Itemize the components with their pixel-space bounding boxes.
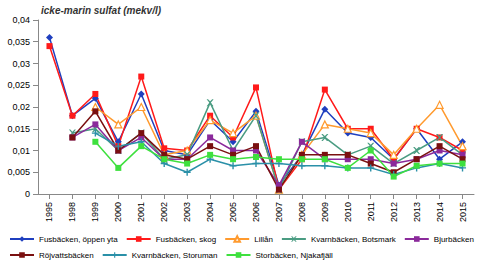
svg-text:0,04: 0,04 (12, 15, 30, 25)
svg-text:2005: 2005 (228, 202, 238, 222)
svg-text:Storbäcken, Njakafjäll: Storbäcken, Njakafjäll (256, 251, 334, 260)
svg-text:2000: 2000 (113, 202, 123, 222)
svg-text:2007: 2007 (274, 202, 284, 222)
svg-text:1995: 1995 (44, 202, 54, 222)
svg-text:2012: 2012 (389, 202, 399, 222)
svg-text:Kvarnbäcken, Botsmark: Kvarnbäcken, Botsmark (311, 235, 397, 244)
svg-text:2006: 2006 (251, 202, 261, 222)
svg-text:0,025: 0,025 (7, 80, 30, 90)
svg-text:2004: 2004 (205, 202, 215, 222)
svg-text:Bjurbäcken: Bjurbäcken (434, 235, 474, 244)
svg-text:2008: 2008 (297, 202, 307, 222)
svg-text:2001: 2001 (136, 202, 146, 222)
svg-text:icke-marin sulfat (mekv/l): icke-marin sulfat (mekv/l) (41, 5, 162, 16)
svg-text:0,02: 0,02 (12, 102, 30, 112)
svg-text:0,005: 0,005 (7, 167, 30, 177)
svg-text:2013: 2013 (412, 202, 422, 222)
svg-text:Fusbäcken, öppen yta: Fusbäcken, öppen yta (39, 235, 118, 244)
svg-text:2014: 2014 (435, 202, 445, 222)
svg-text:0,035: 0,035 (7, 37, 30, 47)
svg-text:Lillån: Lillån (254, 235, 273, 244)
svg-text:2015: 2015 (458, 202, 468, 222)
svg-text:Röjvattsbäcken: Röjvattsbäcken (39, 251, 94, 260)
svg-text:0,01: 0,01 (12, 146, 30, 156)
svg-text:Fusbäcken, skog: Fusbäcken, skog (156, 235, 216, 244)
svg-text:0,015: 0,015 (7, 124, 30, 134)
svg-text:2011: 2011 (366, 202, 376, 221)
svg-text:1999: 1999 (90, 202, 100, 222)
svg-text:0,03: 0,03 (12, 59, 30, 69)
svg-text:2002: 2002 (159, 202, 169, 222)
svg-text:1998: 1998 (67, 202, 77, 222)
svg-text:2010: 2010 (343, 202, 353, 222)
svg-text:0: 0 (25, 189, 30, 199)
svg-text:2003: 2003 (182, 202, 192, 222)
svg-text:Kvarnbäcken, Storuman: Kvarnbäcken, Storuman (132, 251, 218, 260)
svg-text:2009: 2009 (320, 202, 330, 222)
